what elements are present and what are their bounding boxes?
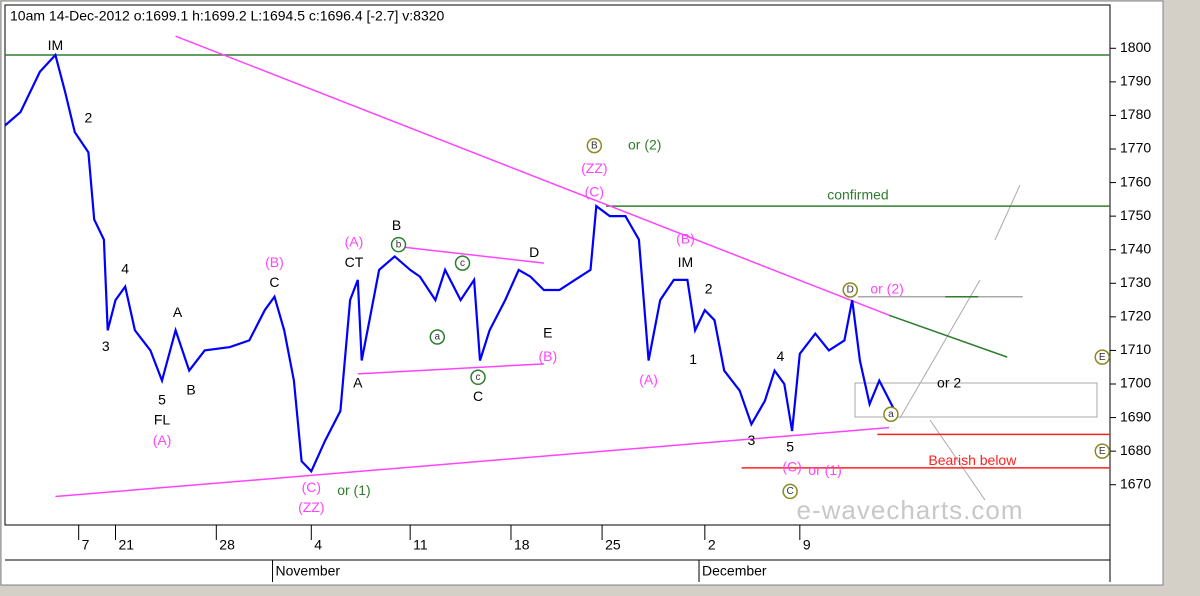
x-tick-label: 9 bbox=[803, 537, 811, 553]
x-tick-label: 7 bbox=[82, 537, 90, 553]
wave-circle bbox=[782, 483, 798, 500]
month-label: December bbox=[702, 563, 767, 579]
y-tick-label: 1680 bbox=[1120, 442, 1151, 458]
wave-label: E bbox=[1099, 352, 1106, 363]
chart-title: 10am 14-Dec-2012 o:1699.1 h:1699.2 L:169… bbox=[10, 8, 445, 24]
x-tick-label: 25 bbox=[605, 537, 621, 553]
wave-label: E bbox=[543, 324, 552, 340]
y-tick-label: 1790 bbox=[1120, 73, 1151, 89]
y-tick-label: 1730 bbox=[1120, 274, 1151, 290]
wave-label: CT bbox=[345, 254, 364, 270]
wave-label: C bbox=[787, 486, 794, 497]
level-line bbox=[396, 245, 545, 264]
wave-label: FL bbox=[154, 412, 171, 428]
wave-circle bbox=[883, 406, 899, 422]
target-box bbox=[854, 382, 1098, 418]
y-tick-label: 1670 bbox=[1120, 475, 1151, 491]
wave-label: a bbox=[888, 409, 894, 420]
y-tick-label: 1690 bbox=[1120, 408, 1151, 424]
wave-label: A bbox=[173, 304, 183, 320]
wave-label: (A) bbox=[153, 432, 172, 448]
projection-line bbox=[899, 279, 981, 419]
plot-area bbox=[4, 4, 1111, 526]
wave-label: or (1) bbox=[337, 482, 370, 498]
wave-label: (C) bbox=[782, 459, 801, 475]
wave-circle bbox=[470, 369, 486, 386]
wave-label: b bbox=[396, 239, 402, 250]
wave-circle bbox=[454, 255, 471, 271]
wave-label: or (2) bbox=[870, 281, 903, 297]
x-tick-label: 11 bbox=[413, 537, 428, 553]
wave-label: (ZZ) bbox=[298, 499, 324, 515]
wave-label: Bearish below bbox=[928, 452, 1017, 468]
wave-label: 3 bbox=[102, 338, 110, 354]
wave-circle bbox=[390, 236, 407, 253]
wave-label: (ZZ) bbox=[581, 160, 607, 176]
wave-label: B bbox=[591, 140, 598, 151]
x-tick-label: 4 bbox=[314, 537, 322, 553]
x-tick-label: 18 bbox=[514, 537, 530, 553]
y-tick-label: 1750 bbox=[1120, 207, 1151, 223]
x-tick-label: 21 bbox=[119, 537, 135, 553]
wave-label: IM bbox=[678, 254, 694, 270]
wave-label: C bbox=[269, 274, 279, 290]
x-tick-label: 28 bbox=[219, 537, 235, 553]
wave-label: D bbox=[529, 244, 539, 260]
wave-label: c bbox=[460, 258, 465, 269]
watermark: e-wavecharts.com bbox=[797, 495, 1024, 525]
wave-label: 4 bbox=[777, 348, 785, 364]
wave-label: IM bbox=[48, 37, 64, 53]
level-line bbox=[888, 314, 1008, 358]
wave-label: (A) bbox=[639, 371, 658, 387]
wave-label: 5 bbox=[158, 391, 166, 407]
wave-label: (B) bbox=[265, 254, 284, 270]
wave-label: (A) bbox=[345, 234, 364, 250]
wave-label: (B) bbox=[676, 230, 695, 246]
wave-label: B bbox=[186, 381, 195, 397]
wave-label: D bbox=[847, 285, 854, 296]
wave-circle bbox=[586, 137, 603, 154]
y-tick-label: 1800 bbox=[1120, 39, 1151, 55]
wave-label: 2 bbox=[705, 281, 713, 297]
projection-line bbox=[929, 419, 986, 501]
price-line bbox=[4, 52, 896, 474]
y-tick-label: 1710 bbox=[1120, 341, 1151, 357]
y-tick-label: 1770 bbox=[1120, 140, 1151, 156]
wave-label: (C) bbox=[585, 183, 604, 199]
wave-label: or 2 bbox=[937, 375, 961, 391]
wave-label: 5 bbox=[786, 438, 794, 454]
y-tick-label: 1760 bbox=[1120, 173, 1151, 189]
projection-line bbox=[994, 184, 1021, 241]
wave-circle bbox=[429, 329, 446, 345]
wave-label: or (2) bbox=[628, 136, 661, 152]
wave-label: 3 bbox=[747, 432, 755, 448]
wave-label: 1 bbox=[689, 351, 697, 367]
wave-circle bbox=[1094, 349, 1110, 365]
wave-label: (B) bbox=[538, 348, 557, 364]
wave-label: c bbox=[476, 372, 481, 383]
wave-label: 2 bbox=[84, 109, 92, 125]
wave-label: confirmed bbox=[827, 187, 888, 203]
wave-label: a bbox=[435, 332, 441, 343]
wave-label: C bbox=[473, 388, 483, 404]
y-tick-label: 1720 bbox=[1120, 308, 1151, 324]
level-line bbox=[55, 426, 890, 498]
y-tick-label: 1700 bbox=[1120, 375, 1151, 391]
wave-label: 4 bbox=[121, 261, 129, 277]
x-tick-label: 2 bbox=[708, 537, 716, 553]
wave-label: (C) bbox=[302, 479, 321, 495]
wave-label: A bbox=[353, 375, 363, 391]
y-tick-label: 1740 bbox=[1120, 240, 1151, 256]
wave-circle bbox=[842, 282, 858, 298]
wave-label: or (1) bbox=[808, 462, 841, 478]
y-tick-label: 1780 bbox=[1120, 106, 1151, 122]
wave-circle bbox=[1094, 443, 1110, 459]
level-line bbox=[357, 363, 544, 375]
wave-label: E bbox=[1099, 446, 1106, 457]
wave-label: B bbox=[392, 217, 401, 233]
level-line bbox=[175, 35, 890, 316]
month-label: November bbox=[276, 563, 341, 579]
